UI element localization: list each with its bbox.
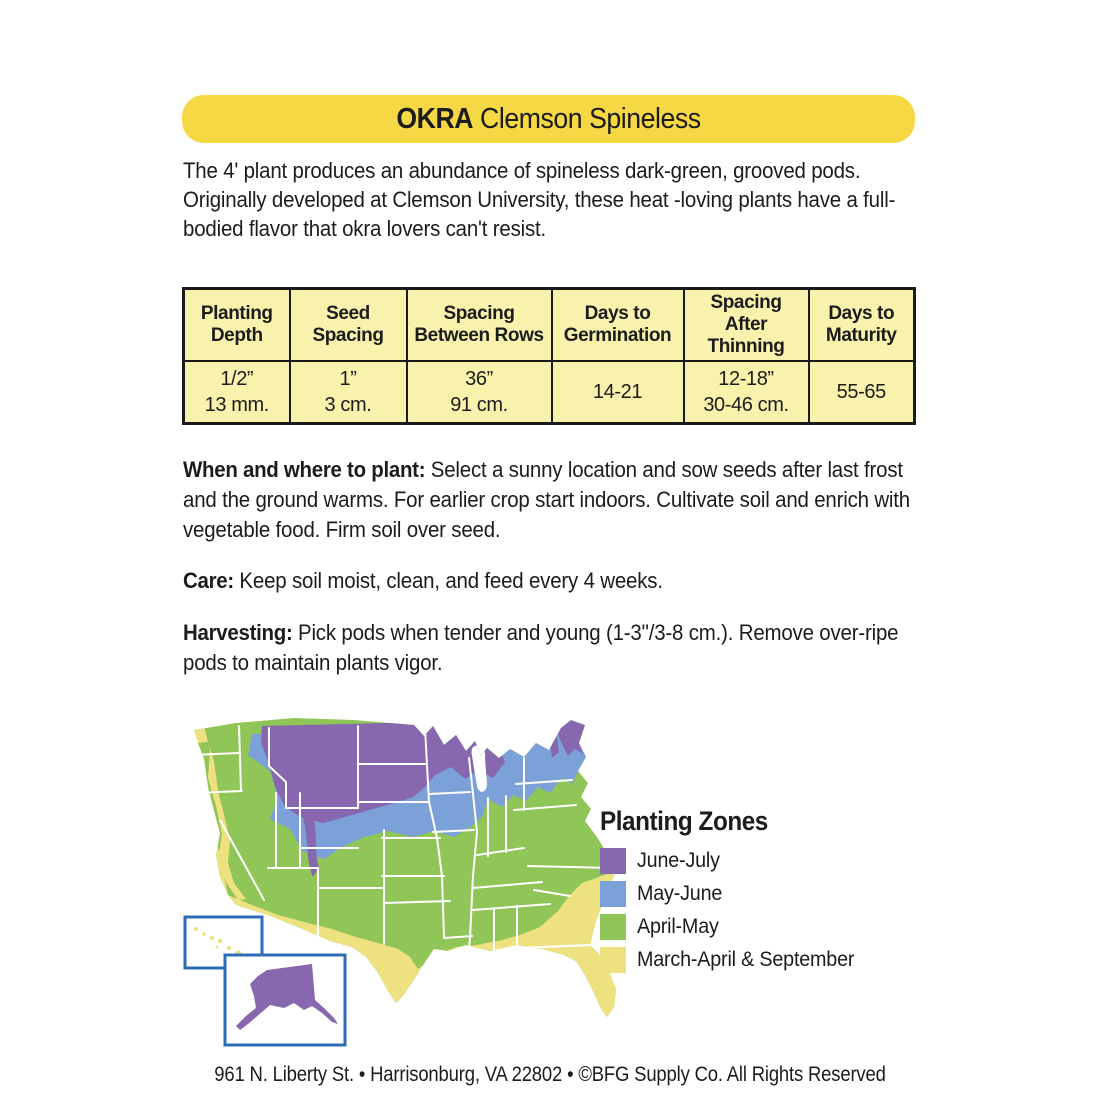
publisher-address-line: 961 N. Liberty St. • Harrisonburg, VA 22… xyxy=(214,1063,886,1086)
care-label: Care: xyxy=(183,568,234,593)
value-days-to-maturity: 55-65 xyxy=(807,360,916,425)
col-header-days-to-germination: Days to Germination xyxy=(550,287,685,362)
table-header-row: Planting Depth Seed Spacing Spacing Betw… xyxy=(182,287,916,362)
harvesting-text: Pick pods when tender and young (1-3"/3-… xyxy=(183,620,899,675)
planting-zones-map xyxy=(172,698,622,1063)
care-paragraph: Care: Keep soil moist, clean, and feed e… xyxy=(183,566,922,596)
value-spacing-after-thinning: 12-18” 30-46 cm. xyxy=(682,360,810,425)
planting-zones-legend: Planting Zones June-July May-June April-… xyxy=(600,806,930,976)
variety-name: OKRA xyxy=(396,103,474,135)
legend-swatch-march-april-september xyxy=(600,946,626,973)
legend-label-may-june: May-June xyxy=(637,881,723,905)
cultivar-name: Clemson Spineless xyxy=(480,103,701,135)
value-seed-spacing: 1” 3 cm. xyxy=(288,360,408,425)
legend-item-april-may: April-May xyxy=(600,910,930,943)
legend-item-june-july: June-July xyxy=(600,844,930,877)
harvesting-label: Harvesting: xyxy=(183,620,293,645)
when-where-label: When and where to plant: xyxy=(183,457,426,482)
map-zone-june-july xyxy=(261,720,585,877)
col-header-spacing-after-thinning: Spacing After Thinning xyxy=(682,287,810,362)
planting-spec-table: Planting Depth Seed Spacing Spacing Betw… xyxy=(182,287,916,425)
description-paragraph: The 4' plant produces an abundance of sp… xyxy=(183,158,896,241)
title-banner: OKRA Clemson Spineless xyxy=(182,95,915,143)
page-title: OKRA Clemson Spineless xyxy=(211,95,885,143)
col-header-planting-depth: Planting Depth xyxy=(182,287,291,362)
harvesting-paragraph: Harvesting: Pick pods when tender and yo… xyxy=(183,618,922,678)
map-zone-march-april-september-south xyxy=(228,871,616,1017)
legend-swatch-may-june xyxy=(600,880,626,907)
when-where-paragraph: When and where to plant: Select a sunny … xyxy=(183,455,922,545)
value-days-to-germination: 14-21 xyxy=(550,360,685,425)
legend-label-june-july: June-July xyxy=(637,848,720,872)
legend-title: Planting Zones xyxy=(600,806,768,836)
value-spacing-between-rows: 36” 91 cm. xyxy=(405,360,553,425)
legend-label-april-may: April-May xyxy=(637,914,719,938)
lake-michigan-gap xyxy=(471,745,487,792)
map-zone-march-april-september-west-coast xyxy=(194,726,246,905)
legend-item-march-april-september: March-April & September xyxy=(600,943,930,976)
col-header-days-to-maturity: Days to Maturity xyxy=(807,287,916,362)
us-map-image xyxy=(183,718,616,1047)
value-planting-depth: 1/2” 13 mm. xyxy=(182,360,291,425)
care-text: Keep soil moist, clean, and feed every 4… xyxy=(233,568,663,593)
col-header-spacing-between-rows: Spacing Between Rows xyxy=(405,287,553,362)
table-value-row: 1/2” 13 mm. 1” 3 cm. 36” 91 cm. 14-21 12… xyxy=(182,360,916,425)
legend-label-march-april-september: March-April & September xyxy=(637,947,855,971)
legend-swatch-april-may xyxy=(600,913,626,940)
alaska-shape xyxy=(236,964,338,1030)
alaska-inset xyxy=(223,953,347,1047)
legend-swatch-june-july xyxy=(600,847,626,874)
col-header-seed-spacing: Seed Spacing xyxy=(288,287,408,362)
when-where-text: Select a sunny location and sow seeds af… xyxy=(183,457,910,542)
legend-item-may-june: May-June xyxy=(600,877,930,910)
